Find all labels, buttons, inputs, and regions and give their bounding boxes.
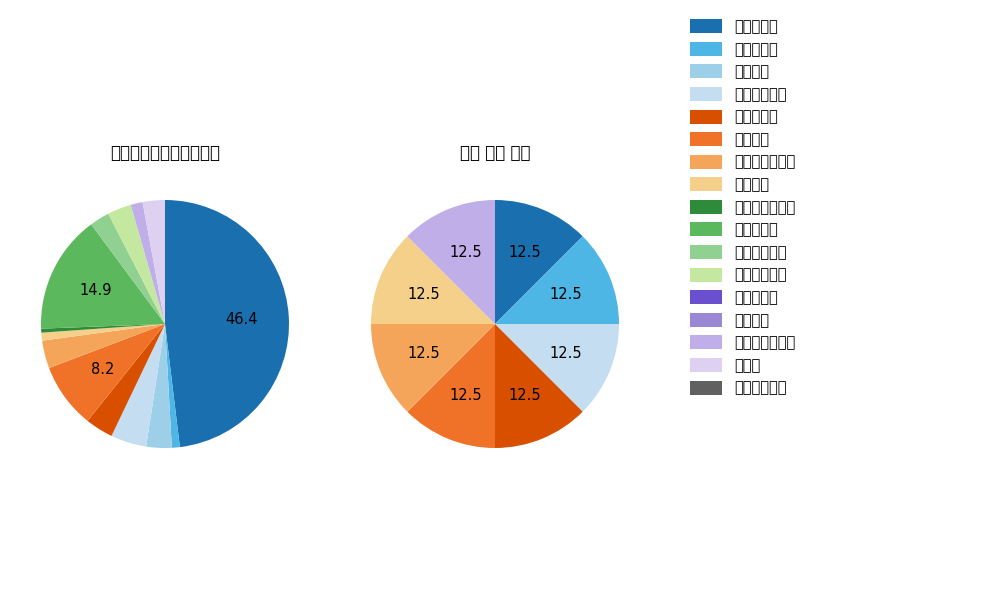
Text: 12.5: 12.5 [550, 346, 582, 361]
Wedge shape [143, 200, 165, 324]
Wedge shape [495, 324, 619, 412]
Legend: ストレート, ツーシーム, シュート, カットボール, スプリット, フォーク, チェンジアップ, シンカー, 高速スライダー, スライダー, 縦スライダー, : ストレート, ツーシーム, シュート, カットボール, スプリット, フォーク,… [684, 13, 801, 401]
Wedge shape [371, 236, 495, 324]
Wedge shape [112, 324, 165, 446]
Wedge shape [495, 324, 583, 448]
Wedge shape [41, 224, 165, 329]
Wedge shape [407, 200, 495, 324]
Wedge shape [131, 202, 165, 324]
Text: 12.5: 12.5 [449, 245, 482, 260]
Text: 46.4: 46.4 [225, 312, 258, 327]
Wedge shape [407, 324, 495, 448]
Wedge shape [49, 324, 165, 421]
Wedge shape [41, 324, 165, 341]
Text: 12.5: 12.5 [449, 388, 482, 403]
Wedge shape [108, 205, 165, 324]
Wedge shape [88, 324, 165, 436]
Wedge shape [91, 214, 165, 324]
Wedge shape [41, 324, 165, 332]
Text: 12.5: 12.5 [408, 346, 440, 361]
Wedge shape [495, 200, 583, 324]
Text: 12.5: 12.5 [550, 287, 582, 302]
Wedge shape [42, 324, 165, 368]
Text: 12.5: 12.5 [508, 388, 541, 403]
Text: 12.5: 12.5 [508, 245, 541, 260]
Text: 14.9: 14.9 [79, 283, 112, 298]
Wedge shape [165, 200, 289, 447]
Wedge shape [165, 324, 180, 448]
Title: パ・リーグ全プレイヤー: パ・リーグ全プレイヤー [110, 144, 220, 162]
Wedge shape [146, 324, 172, 448]
Text: 12.5: 12.5 [408, 287, 440, 302]
Wedge shape [495, 236, 619, 324]
Wedge shape [371, 324, 495, 412]
Text: 8.2: 8.2 [91, 362, 115, 377]
Title: 古川 裕大 選手: 古川 裕大 選手 [460, 144, 530, 162]
